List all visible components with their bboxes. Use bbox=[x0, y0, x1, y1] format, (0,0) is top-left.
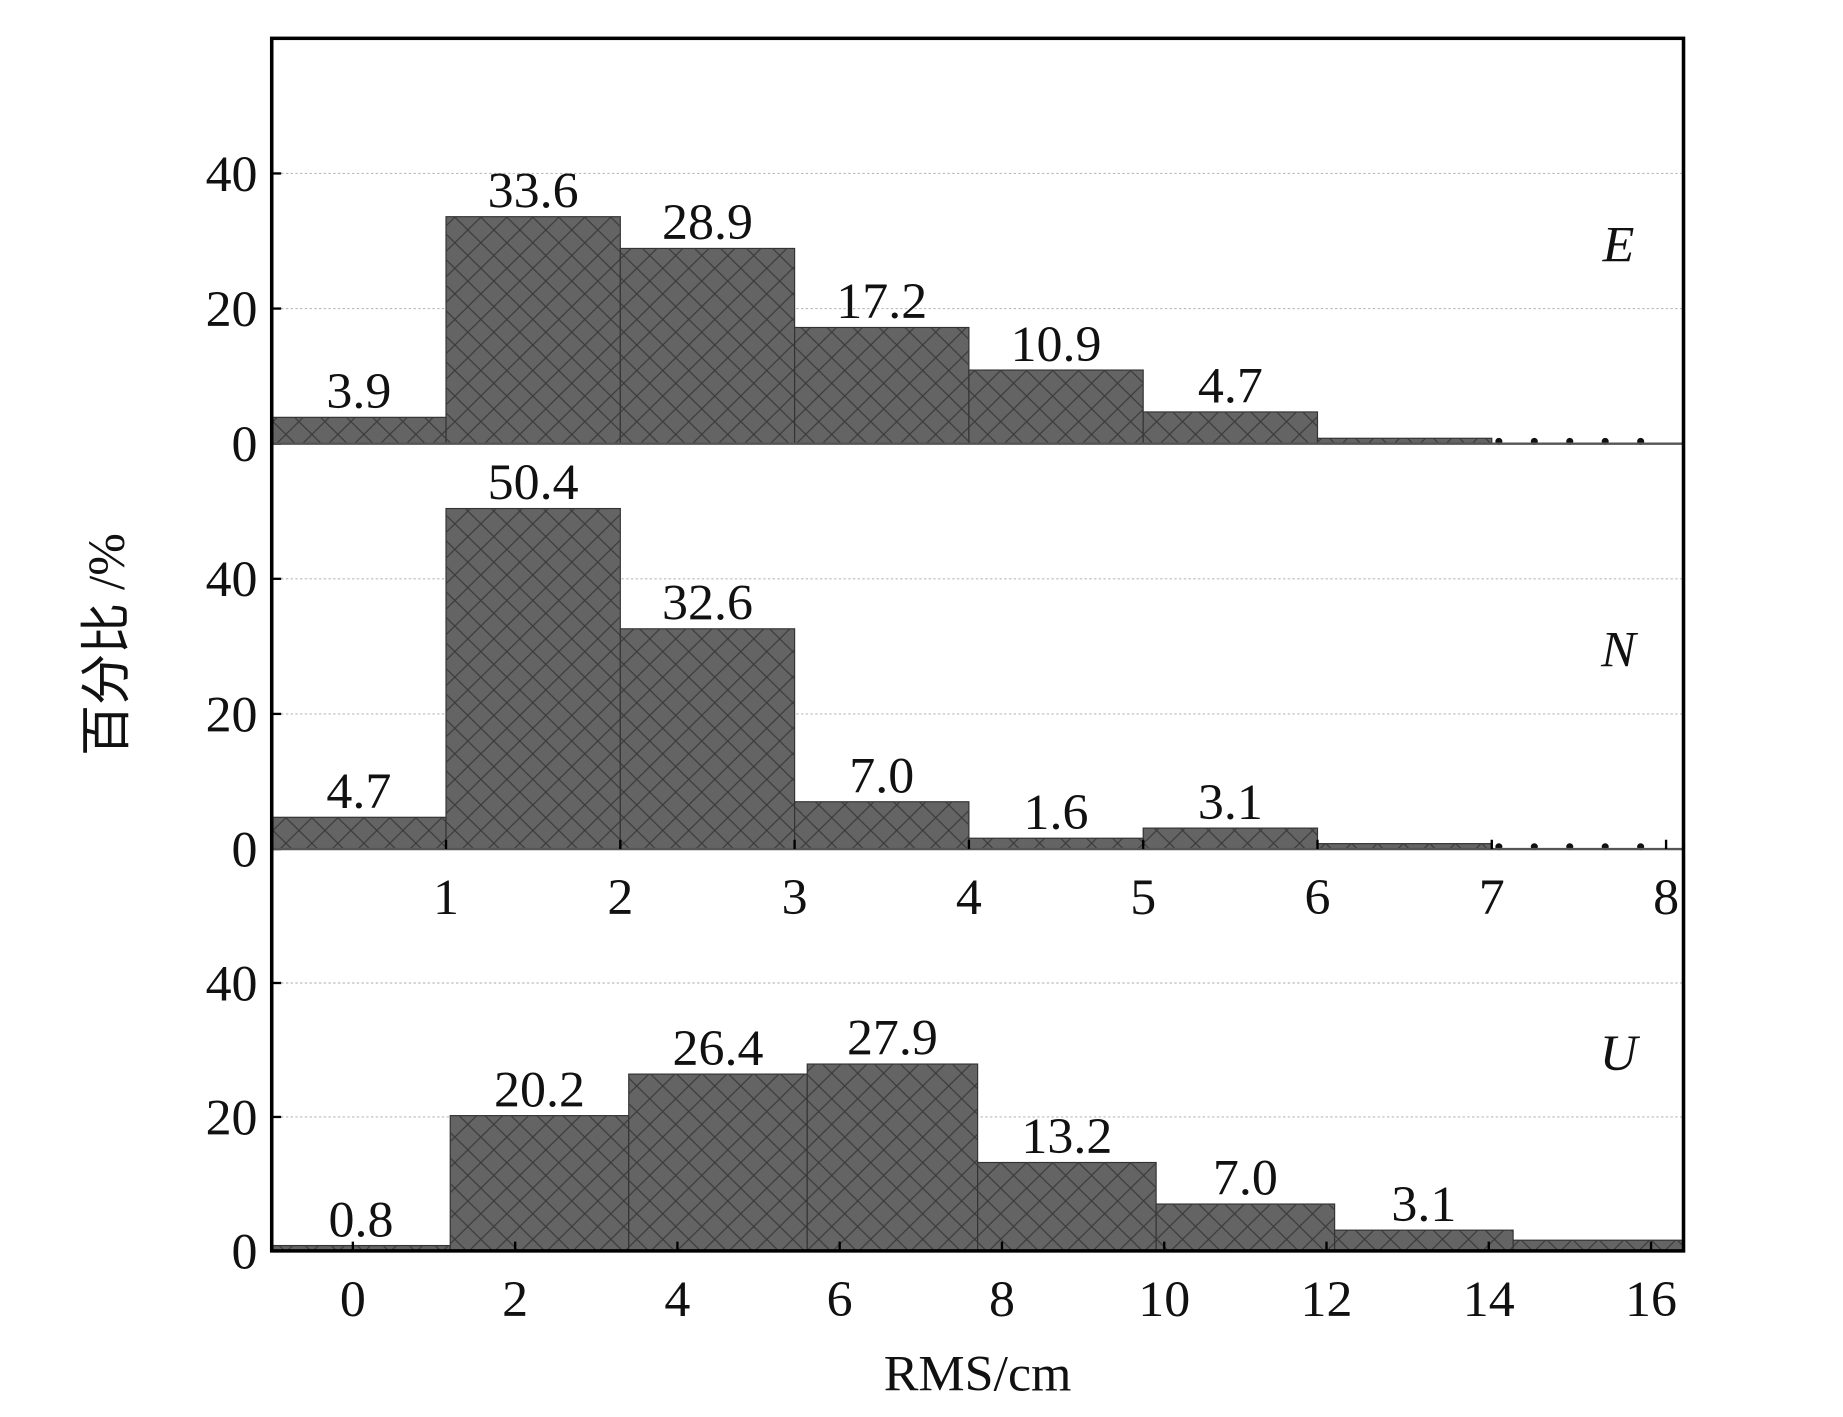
value-label: 4.7 bbox=[326, 763, 391, 820]
x-tick-label: 6 bbox=[827, 1271, 853, 1328]
bar-hatch bbox=[271, 1245, 451, 1251]
value-label: 20.2 bbox=[494, 1062, 585, 1119]
y-tick-label: 20 bbox=[206, 281, 258, 338]
value-label: 0.8 bbox=[328, 1192, 393, 1249]
value-label: 4.7 bbox=[1198, 358, 1263, 415]
bar-hatch bbox=[1334, 1230, 1514, 1251]
value-label: 3.9 bbox=[326, 363, 391, 420]
bar-hatch bbox=[794, 327, 969, 444]
bar-hatch bbox=[628, 1074, 808, 1251]
y-tick-label: 40 bbox=[206, 956, 258, 1013]
y-tick-label: 40 bbox=[206, 552, 258, 609]
value-label: 17.2 bbox=[836, 274, 927, 331]
bar-hatch bbox=[1317, 843, 1492, 850]
x-tick-label: 14 bbox=[1463, 1271, 1515, 1328]
bar-hatch bbox=[446, 508, 621, 850]
value-label: 3.1 bbox=[1391, 1176, 1456, 1233]
bar-hatch bbox=[1513, 1240, 1684, 1251]
y-tick-label: 20 bbox=[206, 687, 258, 744]
x-tick-label: 0 bbox=[340, 1271, 366, 1328]
x-tick-label: 2 bbox=[502, 1271, 528, 1328]
x-tick-label: 10 bbox=[1138, 1271, 1190, 1328]
bar-hatch bbox=[968, 838, 1144, 850]
panel-label: N bbox=[1600, 622, 1638, 679]
value-label: 28.9 bbox=[662, 195, 753, 252]
bar-hatch bbox=[968, 370, 1144, 444]
value-label: 27.9 bbox=[847, 1010, 938, 1067]
x-tick-label: 8 bbox=[989, 1271, 1015, 1328]
bar-hatch bbox=[271, 417, 447, 444]
value-label: 1.6 bbox=[1024, 784, 1089, 841]
x-tick-label: 3 bbox=[782, 869, 808, 926]
y-axis-label: 百分比 /% bbox=[79, 533, 136, 756]
y-tick-label: 0 bbox=[232, 1224, 258, 1281]
bar-hatch bbox=[446, 216, 621, 444]
bar-hatch bbox=[1143, 828, 1318, 850]
bar-hatch bbox=[807, 1064, 978, 1251]
bar-hatch bbox=[1143, 411, 1318, 444]
panel-label: E bbox=[1602, 217, 1635, 274]
x-tick-label: 6 bbox=[1304, 869, 1330, 926]
x-axis-label: RMS/cm bbox=[884, 1346, 1072, 1403]
value-label: 3.1 bbox=[1198, 774, 1263, 831]
y-tick-label: 0 bbox=[232, 822, 258, 879]
x-tick-label: 8 bbox=[1653, 869, 1679, 926]
x-tick-label: 1 bbox=[433, 869, 459, 926]
value-label: 33.6 bbox=[488, 163, 579, 220]
x-tick-label: 4 bbox=[956, 869, 982, 926]
x-tick-label: 5 bbox=[1130, 869, 1156, 926]
x-tick-label: 2 bbox=[607, 869, 633, 926]
value-label: 13.2 bbox=[1021, 1109, 1112, 1166]
x-tick-label: 16 bbox=[1625, 1271, 1677, 1328]
bar-hatch bbox=[450, 1115, 629, 1251]
frame bbox=[269, 36, 1686, 1253]
bar-hatch bbox=[620, 628, 795, 850]
bar-hatch bbox=[271, 817, 447, 850]
bar-hatch bbox=[794, 801, 969, 850]
bar-hatch bbox=[620, 248, 795, 444]
y-tick-label: 40 bbox=[206, 146, 258, 203]
value-label: 7.0 bbox=[849, 748, 914, 805]
y-tick-label: 20 bbox=[206, 1090, 258, 1147]
value-label: 10.9 bbox=[1011, 316, 1102, 373]
x-tick-label: 12 bbox=[1301, 1271, 1353, 1328]
value-label: 7.0 bbox=[1213, 1150, 1278, 1207]
value-label: 32.6 bbox=[662, 575, 753, 632]
bar-hatch bbox=[977, 1162, 1157, 1251]
value-label: 50.4 bbox=[488, 455, 579, 512]
x-tick-label: 4 bbox=[664, 1271, 690, 1328]
x-tick-label: 7 bbox=[1479, 869, 1505, 926]
y-tick-label: 0 bbox=[232, 416, 258, 473]
bar-hatch bbox=[1317, 438, 1492, 444]
panel-label: U bbox=[1600, 1025, 1640, 1082]
bar-hatch bbox=[1156, 1204, 1335, 1251]
value-label: 26.4 bbox=[673, 1020, 764, 1077]
